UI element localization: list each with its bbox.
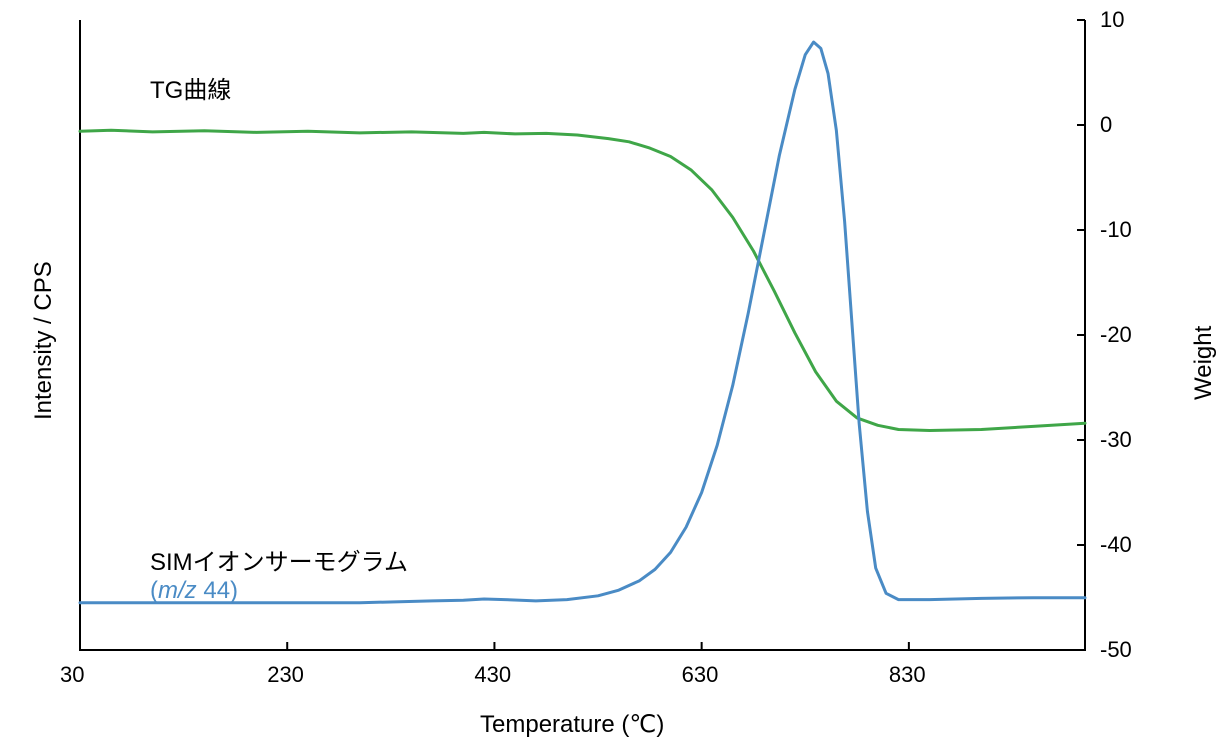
x-tick-label: 630 <box>682 662 719 688</box>
x-tick-label: 230 <box>267 662 304 688</box>
y-right-tick-label: -10 <box>1100 217 1132 243</box>
x-tick-label: 430 <box>474 662 511 688</box>
sim-label-line1: SIMイオンサーモグラム <box>150 542 408 577</box>
y-left-axis-label: Intensity / CPS <box>30 261 58 420</box>
y-right-axis-label: Weight (%) <box>1190 326 1216 400</box>
x-tick-label: 30 <box>60 662 84 688</box>
x-tick-label: 830 <box>889 662 926 688</box>
y-right-tick-label: -20 <box>1100 322 1132 348</box>
y-right-tick-label: -30 <box>1100 427 1132 453</box>
tg-series-label: TG曲線 <box>150 70 231 105</box>
y-right-tick-label: -50 <box>1100 637 1132 663</box>
y-right-tick-label: 10 <box>1100 7 1124 33</box>
x-axis-label: Temperature (℃) <box>480 710 664 739</box>
sim-label-line2: (m/z 44) <box>150 577 408 605</box>
y-right-tick-label: -40 <box>1100 532 1132 558</box>
tg-line <box>80 130 1085 430</box>
chart-container: Intensity / CPS Weight (%) Temperature (… <box>0 0 1216 750</box>
chart-svg <box>0 0 1216 750</box>
y-right-tick-label: 0 <box>1100 112 1112 138</box>
sim-series-label: SIMイオンサーモグラム (m/z 44) <box>150 542 408 605</box>
sim-line <box>80 42 1085 603</box>
